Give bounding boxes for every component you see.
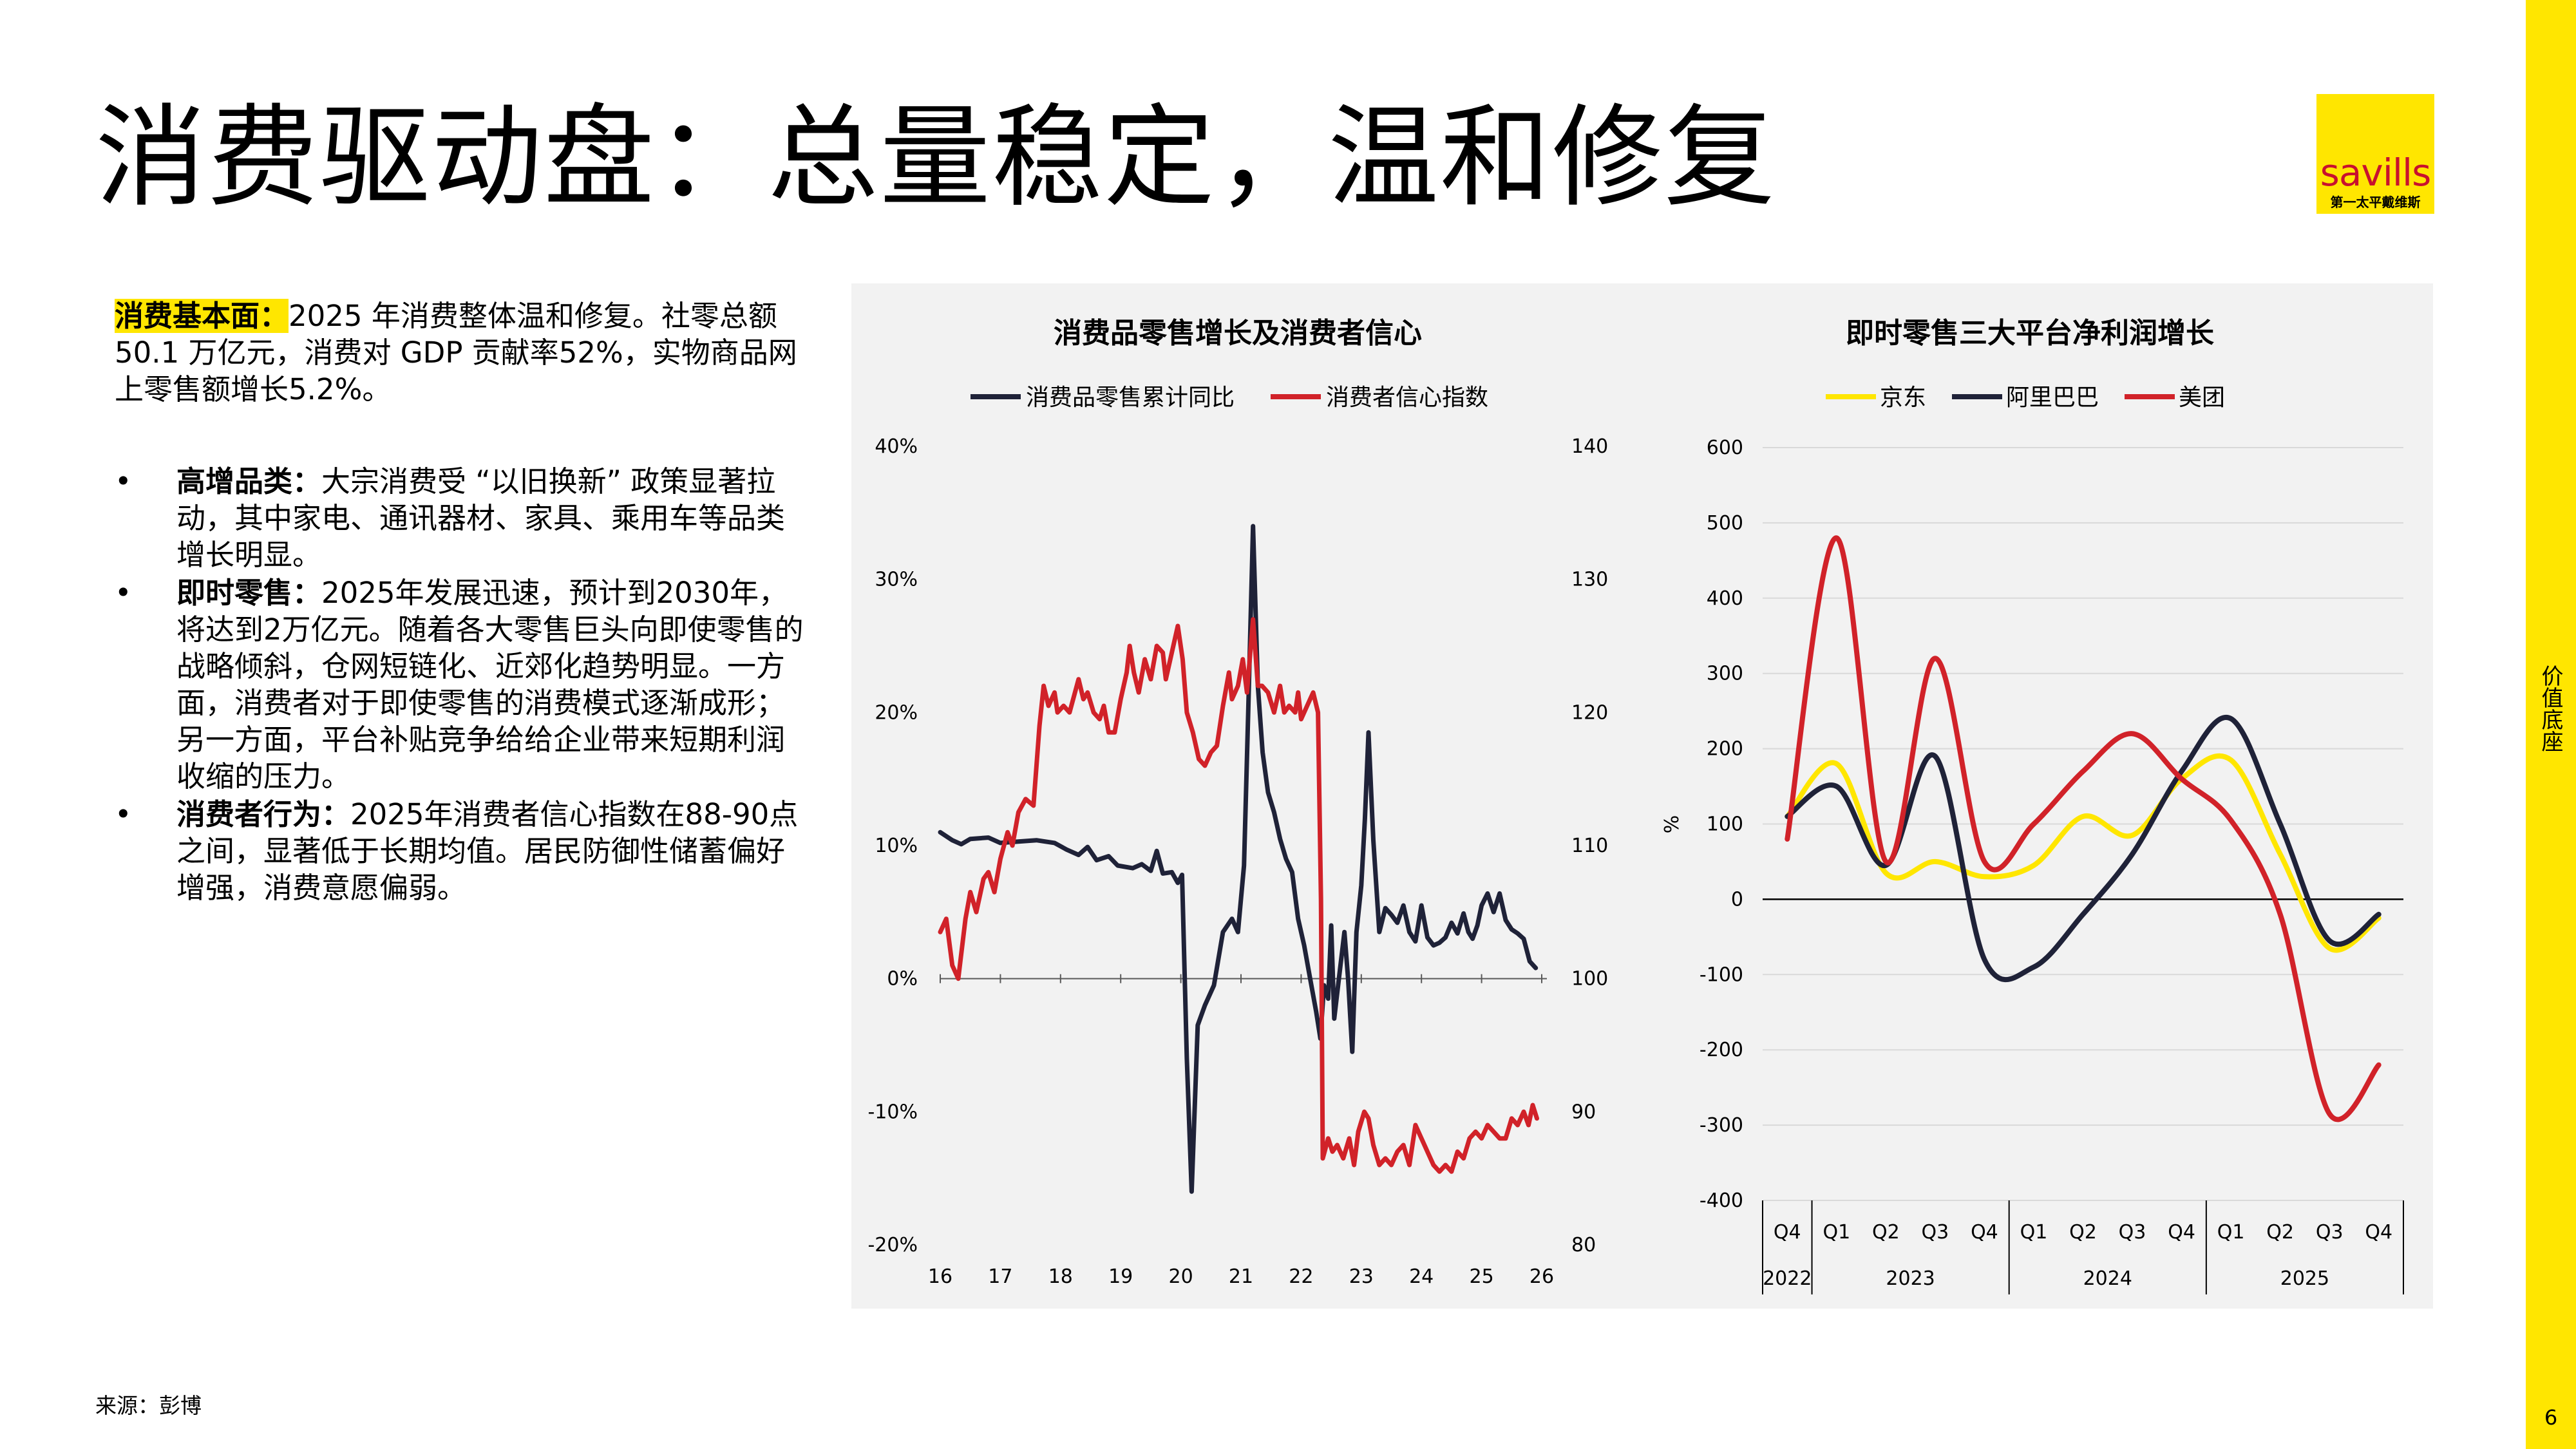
chart1-x-tick-label: 24 [1409,1265,1434,1288]
chart1-x-tick-label: 17 [988,1265,1012,1288]
chart2-quarter-label: Q4 [1971,1221,1998,1244]
chart2-year-label: 2024 [2083,1267,2132,1290]
chart1-y-left-tick-label: 10% [875,835,918,857]
bullet-item: • 即时零售：2025年发展迅速，预计到2030年，将达到2万亿元。随着各大零售巨… [115,574,810,795]
chart1-x-tick-label: 19 [1108,1265,1133,1288]
chart2-quarter-label: Q3 [2316,1221,2344,1244]
chart1-y-left-tick-label: 40% [875,435,918,458]
chart2-quarter-label: Q3 [2119,1221,2146,1244]
sidebar-label: 价值底座 [2537,665,2563,752]
chart2-y-tick-label: 200 [1707,738,1743,761]
chart1-x-tick-label: 20 [1169,1265,1193,1288]
chart2-meituan-line [1785,535,2382,1122]
chart1-retail-growth-line [938,524,1539,1194]
chart1-y-left-tick-label: 0% [887,968,918,990]
chart1-y-left-tick-label: 20% [875,701,918,724]
chart2-y-tick-label: 100 [1707,813,1743,836]
bullet-list: • 高增品类：大宗消费受 “以旧换新” 政策显著拉动，其中家电、通讯器材、家具、乘… [115,463,810,906]
bullet-label: 即时零售： [176,576,322,610]
chart2-y-tick-label: 400 [1707,587,1743,610]
chart-panel: 消费品零售增长及消费者信心消费品零售累计同比 消费者信心指数 -20% -10% 0% 1… [851,283,2433,1309]
chart1-title: 消费品零售增长及消费者信心 [1054,317,1422,350]
page-number: 6 [2544,1405,2558,1430]
chart1-x-tick-label: 16 [928,1265,952,1288]
logo-brand: savills [2320,151,2432,194]
chart2-legend-label: 美团 [2179,384,2225,411]
bullet-icon: • [115,576,132,610]
chart2-y-axis-label: % [1661,815,1683,834]
chart1-y-right-tick-label: 130 [1571,569,1608,591]
bullet-icon: • [115,797,132,831]
chart1-x-tick-label: 25 [1470,1265,1494,1288]
chart1-consumer-confidence-line [938,617,1539,1174]
chart2-quarter-label: Q4 [2365,1221,2392,1244]
savills-logo: savills 第一太平戴维斯 [2316,94,2434,214]
chart1-y-right-tick-label: 120 [1571,701,1608,724]
chart2-y-tick-label: -400 [1700,1189,1743,1212]
bullet-text: 大宗消费受 “以旧换新” 政策显著拉动，其中家电、通讯器材、家具、乘用车等品类增… [176,464,786,572]
chart2-quarter-label: Q1 [2217,1221,2245,1244]
chart1-x-tick-label: 26 [1530,1265,1554,1288]
chart2-quarter-label: Q2 [2069,1221,2097,1244]
chart2-legend-label: 京东 [1880,384,1926,411]
chart2-y-tick-label: -100 [1700,963,1743,986]
bullet-text: 2025年消费者信心指数在88-90点之间，显著低于长期均值。居民防御性储蓄偏好… [176,797,799,905]
chart1-y-right-tick-label: 90 [1571,1101,1596,1123]
chart2-quarter-label: Q2 [1872,1221,1900,1244]
source-note: 来源：彭博 [95,1393,202,1418]
bullet-text: 2025年发展迅速，预计到2030年，将达到2万亿元。随着各大零售巨头向即使零售… [176,576,804,793]
chart2-y-tick-label: 500 [1707,512,1743,535]
bullet-item: • 高增品类：大宗消费受 “以旧换新” 政策显著拉动，其中家电、通讯器材、家具、乘… [115,463,810,573]
chart1-x-tick-label: 18 [1048,1265,1073,1288]
chart2-y-tick-label: 600 [1707,437,1743,459]
chart2-year-label: 2022 [1763,1267,1812,1290]
chart1-y-left-tick-label: 30% [875,569,918,591]
chart1-y-left-tick-label: -10% [867,1101,918,1123]
chart2-legend-label: 阿里巴巴 [2006,384,2099,411]
chart1-y-right-tick-label: 110 [1571,835,1608,857]
chart1-y-left-tick-label: -20% [867,1234,918,1256]
bullet-label: 高增品类： [176,464,322,498]
chart1-legend-label: 消费品零售累计同比 [1026,384,1235,411]
chart2-title: 即时零售三大平台净利润增长 [1846,317,2214,350]
intro-text: 2025 年消费整体温和修复。社零总额50.1 万亿元，消费对 GDP 贡献率5… [115,299,797,406]
right-sidebar: 价值底座 6 [2526,0,2576,1449]
chart2-y-tick-label: -200 [1700,1039,1743,1061]
text-column: 消费基本面：2025 年消费整体温和修复。社零总额50.1 万亿元，消费对 GD… [115,298,810,907]
chart2-y-tick-label: -300 [1700,1114,1743,1137]
chart2-quarter-label: Q4 [1774,1221,1801,1244]
chart2-year-label: 2025 [2280,1267,2329,1290]
chart2-quarter-label: Q4 [2168,1221,2195,1244]
chart2-y-tick-label: 0 [1731,888,1743,911]
intro-label: 消费基本面： [115,299,289,333]
chart1-y-right-tick-label: 100 [1571,968,1608,990]
chart1-y-right-tick-label: 80 [1571,1234,1596,1256]
chart1-y-right-tick-label: 140 [1571,435,1608,458]
chart2-quarter-label: Q1 [1823,1221,1850,1244]
page-title: 消费驱动盘：总量稳定，温和修复 [95,93,1776,222]
chart1-x-tick-label: 22 [1289,1265,1313,1288]
logo-subtitle: 第一太平戴维斯 [2330,194,2421,210]
chart2-quarter-label: Q2 [2266,1221,2294,1244]
chart2-quarter-label: Q1 [2020,1221,2048,1244]
intro-paragraph: 消费基本面：2025 年消费整体温和修复。社零总额50.1 万亿元，消费对 GD… [115,298,810,408]
chart2-quarter-label: Q3 [1922,1221,1949,1244]
chart1-legend-label: 消费者信心指数 [1326,384,1488,411]
chart2-year-label: 2023 [1886,1267,1935,1290]
chart1-x-tick-label: 23 [1349,1265,1374,1288]
bullet-label: 消费者行为： [176,797,351,831]
chart1-x-tick-label: 21 [1229,1265,1253,1288]
bullet-item: • 消费者行为：2025年消费者信心指数在88-90点之间，显著低于长期均值。居民… [115,796,810,906]
chart2-y-tick-label: 300 [1707,663,1743,685]
bullet-icon: • [115,464,132,498]
